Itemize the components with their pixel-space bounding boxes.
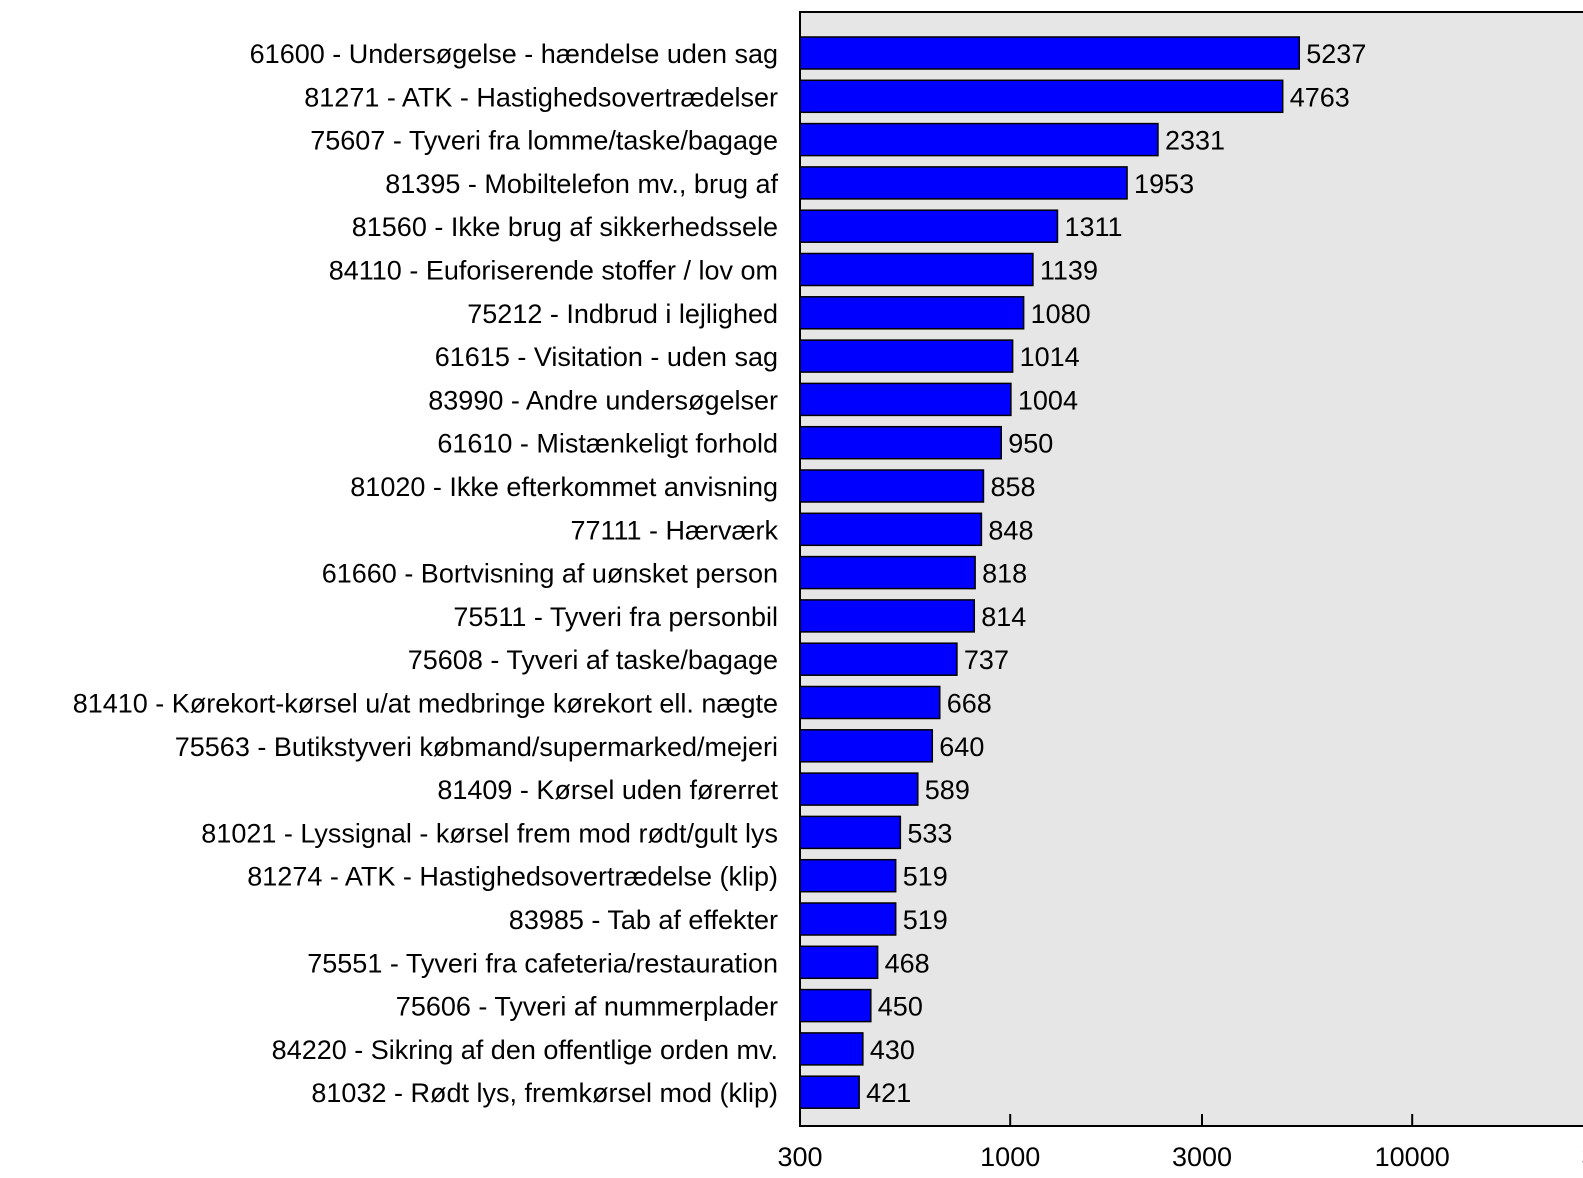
- bar: [799, 685, 941, 720]
- value-label: 1004: [1018, 385, 1078, 415]
- bar: [799, 339, 1014, 373]
- category-label: 81395 - Mobiltelefon mv., brug af: [385, 169, 778, 199]
- category-label: 75608 - Tyveri af taske/bagage: [408, 645, 778, 675]
- bar: [799, 902, 897, 936]
- category-label: 81271 - ATK - Hastighedsovertrædelser: [304, 82, 778, 112]
- bar: [799, 642, 958, 676]
- category-label: 83990 - Andre undersøgelser: [428, 385, 778, 415]
- value-label: 1311: [1064, 212, 1122, 242]
- value-label: 1014: [1020, 342, 1080, 372]
- value-label: 818: [982, 559, 1027, 589]
- category-label: 75212 - Indbrud i lejlighed: [467, 299, 778, 329]
- category-label: 75606 - Tyveri af nummerplader: [396, 992, 778, 1022]
- value-label: 4763: [1290, 82, 1350, 112]
- value-label: 848: [988, 515, 1033, 545]
- category-label: 84110 - Euforiserende stoffer / lov om: [329, 256, 778, 286]
- x-tick-label: 300: [1581, 1142, 1583, 1172]
- category-label: 81409 - Kørsel uden førerret: [437, 775, 778, 805]
- value-label: 1953: [1134, 169, 1194, 199]
- bar: [799, 555, 976, 590]
- value-label: 519: [903, 862, 948, 892]
- value-label: 640: [939, 732, 984, 762]
- value-label: 421: [866, 1078, 911, 1108]
- value-label: 1080: [1031, 299, 1091, 329]
- category-label: 61660 - Bortvisning af uønsket person: [322, 559, 778, 589]
- bar: [799, 382, 1012, 417]
- category-label: 81020 - Ikke efterkommet anvisning: [350, 472, 778, 502]
- bar: [799, 79, 1284, 114]
- value-label: 950: [1008, 429, 1053, 459]
- value-label: 668: [947, 689, 992, 719]
- x-tick-label: 300: [777, 1142, 822, 1172]
- category-label: 81410 - Kørekort-kørsel u/at medbringe k…: [73, 689, 778, 719]
- category-label: 83985 - Tab af effekter: [509, 905, 778, 935]
- category-label: 81032 - Rødt lys, fremkørsel mod (klip): [311, 1078, 778, 1108]
- value-label: 5237: [1306, 39, 1366, 69]
- bar: [799, 1075, 860, 1109]
- bar: [799, 469, 985, 503]
- value-label: 858: [990, 472, 1035, 502]
- category-label: 84220 - Sikring af den offentlige orden …: [272, 1035, 778, 1065]
- bar: [799, 988, 872, 1023]
- value-label: 589: [925, 775, 970, 805]
- category-label: 75563 - Butikstyveri købmand/supermarked…: [175, 732, 778, 762]
- bar: [799, 296, 1025, 330]
- value-label: 737: [964, 645, 1009, 675]
- value-label: 1139: [1040, 256, 1098, 286]
- x-tick-label: 10000: [1375, 1142, 1450, 1172]
- category-label: 61615 - Visitation - uden sag: [435, 342, 778, 372]
- value-label: 430: [870, 1035, 915, 1065]
- value-label: 519: [903, 905, 948, 935]
- bar: [799, 166, 1128, 200]
- category-label: 77111 - Hærværk: [570, 515, 778, 545]
- x-tick-label: 1000: [980, 1142, 1040, 1172]
- value-label: 533: [907, 818, 952, 848]
- bar: [799, 858, 897, 893]
- value-label: 814: [981, 602, 1026, 632]
- category-label: 75551 - Tyveri fra cafeteria/restauratio…: [307, 948, 778, 978]
- category-label: 81560 - Ikke brug af sikkerhedssele: [352, 212, 778, 242]
- category-label: 75511 - Tyveri fra personbil: [453, 602, 778, 632]
- category-label: 81021 - Lyssignal - kørsel frem mod rødt…: [201, 818, 778, 848]
- category-label: 75607 - Tyveri fra lomme/taske/bagage: [310, 126, 778, 156]
- bar: [799, 209, 1059, 243]
- bar: [799, 425, 1002, 460]
- bar: [799, 512, 983, 547]
- bar: [799, 36, 1301, 70]
- category-label: 81274 - ATK - Hastighedsovertrædelse (kl…: [247, 862, 778, 892]
- bar: [799, 815, 902, 850]
- bar: [799, 729, 934, 763]
- value-label: 468: [885, 948, 930, 978]
- bar: [799, 252, 1034, 287]
- bar: [799, 1032, 864, 1066]
- value-label: 2331: [1165, 126, 1225, 156]
- category-label: 61600 - Undersøgelse - hændelse uden sag: [250, 39, 778, 69]
- x-tick-label: 3000: [1172, 1142, 1232, 1172]
- bar: [799, 945, 879, 980]
- value-label: 450: [878, 992, 923, 1022]
- category-label: 61610 - Mistænkeligt forhold: [437, 429, 778, 459]
- bar: [799, 772, 919, 806]
- bar: [799, 122, 1159, 157]
- bar: [799, 599, 976, 633]
